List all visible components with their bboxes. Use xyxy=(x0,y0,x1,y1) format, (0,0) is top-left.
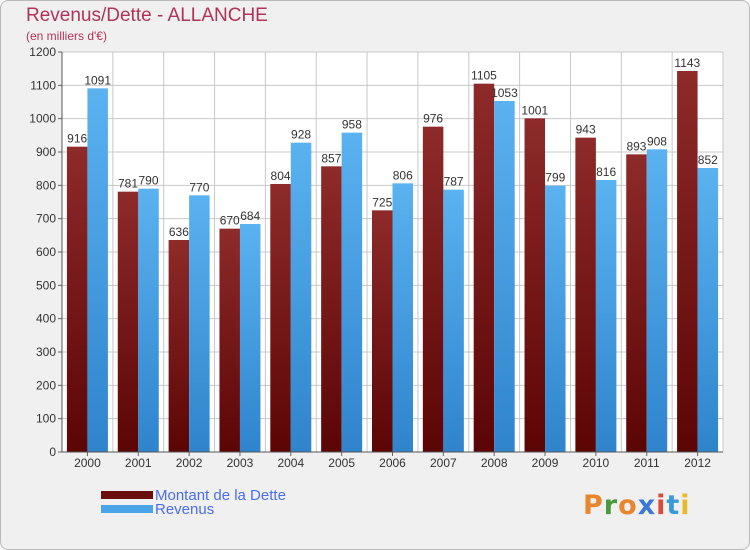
value-label-debt: 636 xyxy=(169,225,189,239)
logo-letter: t xyxy=(666,490,681,521)
bar-revenue xyxy=(290,142,312,452)
x-tick-label: 2007 xyxy=(430,456,457,470)
value-label-revenue: 684 xyxy=(240,209,260,223)
value-label-debt: 943 xyxy=(576,123,596,137)
value-label-debt: 670 xyxy=(220,214,240,228)
x-tick-label: 2006 xyxy=(379,456,406,470)
value-label-debt: 804 xyxy=(271,169,291,183)
x-tick-label: 2002 xyxy=(176,456,203,470)
value-label-revenue: 958 xyxy=(342,118,362,132)
legend-label-revenue: Revenus xyxy=(155,500,215,518)
value-label-revenue: 790 xyxy=(139,174,159,188)
bar-revenue xyxy=(239,224,261,452)
bar-debt xyxy=(677,71,698,452)
y-tick-label: 500 xyxy=(36,278,56,292)
value-label-debt: 976 xyxy=(423,112,443,126)
y-tick-label: 0 xyxy=(49,445,56,459)
value-label-debt: 1105 xyxy=(471,69,497,83)
logo-letter: i xyxy=(656,490,667,521)
value-label-revenue: 852 xyxy=(698,153,718,167)
chart-title: Revenus/Dette - ALLANCHE xyxy=(26,5,268,26)
value-label-debt: 916 xyxy=(67,132,87,146)
bar-debt xyxy=(372,210,393,452)
y-tick-label: 300 xyxy=(36,345,56,359)
chart-subtitle: (en milliers d'€) xyxy=(26,29,107,43)
value-label-debt: 857 xyxy=(321,151,341,165)
y-tick-label: 1100 xyxy=(30,78,56,92)
bar-revenue xyxy=(595,180,617,452)
legend-item-debt: Montant de la Dette xyxy=(101,486,286,504)
y-tick-label: 1000 xyxy=(29,112,56,126)
bar-debt xyxy=(117,191,139,452)
logo-letter: P xyxy=(583,490,604,521)
value-label-revenue: 928 xyxy=(291,128,311,142)
bar-revenue xyxy=(494,101,515,452)
y-tick-label: 800 xyxy=(36,178,56,192)
x-tick-label: 2008 xyxy=(481,456,508,470)
bar-revenue xyxy=(646,149,668,453)
bar-revenue xyxy=(87,88,108,452)
bar-revenue xyxy=(138,188,159,452)
x-tick-label: 2005 xyxy=(328,456,355,470)
y-tick-label: 900 xyxy=(36,145,56,159)
value-label-revenue: 908 xyxy=(647,134,667,148)
value-label-revenue: 787 xyxy=(444,175,464,189)
value-label-revenue: 770 xyxy=(189,180,209,194)
value-label-revenue: 806 xyxy=(393,168,413,182)
y-tick-label: 100 xyxy=(36,412,56,426)
y-tick-label: 1200 xyxy=(29,45,56,59)
axes: 0 100 200 300 400 500 600 700 800 900 1000 1100 1200… xyxy=(29,45,723,470)
bar-revenue xyxy=(341,132,363,452)
legend-swatch-revenue xyxy=(101,505,153,513)
bar-debt xyxy=(270,184,291,452)
legend-label-debt: Montant de la Dette xyxy=(155,486,286,504)
x-tick-label: 2001 xyxy=(125,456,152,470)
value-label-revenue: 1091 xyxy=(84,73,111,87)
bar-debt xyxy=(524,118,546,452)
bar-debt xyxy=(575,137,596,452)
x-tick-label: 2011 xyxy=(634,456,660,470)
value-label-revenue: 799 xyxy=(545,171,565,185)
bar-revenue xyxy=(697,168,719,452)
bar-debt xyxy=(473,83,495,453)
bar-debt xyxy=(626,154,647,453)
value-label-revenue: 816 xyxy=(596,165,616,179)
logo-letter: o xyxy=(618,490,638,521)
bar-debt xyxy=(219,228,240,452)
bar-revenue xyxy=(443,189,464,452)
bar-debt xyxy=(422,126,444,453)
x-tick-label: 2010 xyxy=(583,456,610,470)
logo-letter: r xyxy=(603,490,619,521)
data-labels: 916 1091 781 790 636 770 670 684 804 928 857 958 725… xyxy=(67,56,718,239)
y-tick-label: 200 xyxy=(36,378,56,392)
bar-revenue xyxy=(545,185,566,452)
bar-revenue xyxy=(392,183,413,453)
legend-swatch-debt xyxy=(101,491,153,499)
bar-debt xyxy=(321,166,342,453)
bar-debt xyxy=(168,240,190,452)
legend-item-revenue: Revenus xyxy=(101,500,215,518)
value-label-debt: 893 xyxy=(626,139,646,153)
x-tick-label: 2009 xyxy=(532,456,559,470)
y-tick-label: 400 xyxy=(36,312,56,326)
x-tick-label: 2004 xyxy=(277,456,304,470)
logo-letter: x xyxy=(637,490,657,521)
proxiti-logo: Proxiti xyxy=(583,490,691,521)
x-tick-label: 2003 xyxy=(227,456,254,470)
value-label-debt: 781 xyxy=(118,177,138,191)
logo-letter: i xyxy=(680,490,691,521)
y-tick-label: 600 xyxy=(36,245,56,259)
value-label-debt: 725 xyxy=(372,195,392,209)
bars xyxy=(66,71,719,453)
y-tick-label: 700 xyxy=(36,212,56,226)
value-label-revenue: 1053 xyxy=(491,86,518,100)
bar-revenue xyxy=(189,195,210,453)
x-tick-label: 2000 xyxy=(74,456,101,470)
x-tick-label: 2012 xyxy=(684,456,711,470)
bar-debt xyxy=(66,146,88,452)
value-label-debt: 1001 xyxy=(521,103,548,117)
value-label-debt: 1143 xyxy=(674,56,700,70)
